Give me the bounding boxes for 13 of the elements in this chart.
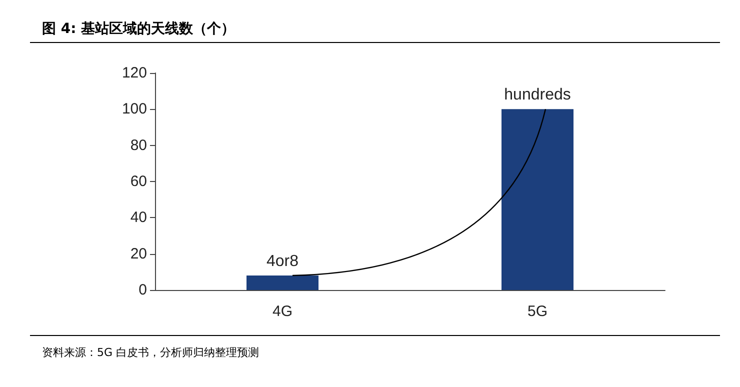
y-tick-label: 20: [130, 245, 147, 262]
data-label: 4or8: [266, 253, 299, 270]
y-tick-label: 40: [130, 209, 147, 226]
y-tick-label: 80: [130, 136, 147, 154]
y-tick-label: 60: [130, 173, 147, 190]
text: 资料来源：5G 白皮书，分析师归纳整理预测: [42, 345, 260, 360]
chart-title: 图 4: 基站区域的天线数（个）: [42, 20, 236, 38]
y-tick-label: 0: [138, 282, 147, 298]
y-tick-label: 120: [122, 64, 147, 82]
y-tick-label: 100: [122, 100, 147, 118]
x-tick-label: 4G: [272, 303, 293, 320]
data-label: hundreds: [504, 86, 571, 104]
x-tick-label: 5G: [527, 303, 548, 320]
